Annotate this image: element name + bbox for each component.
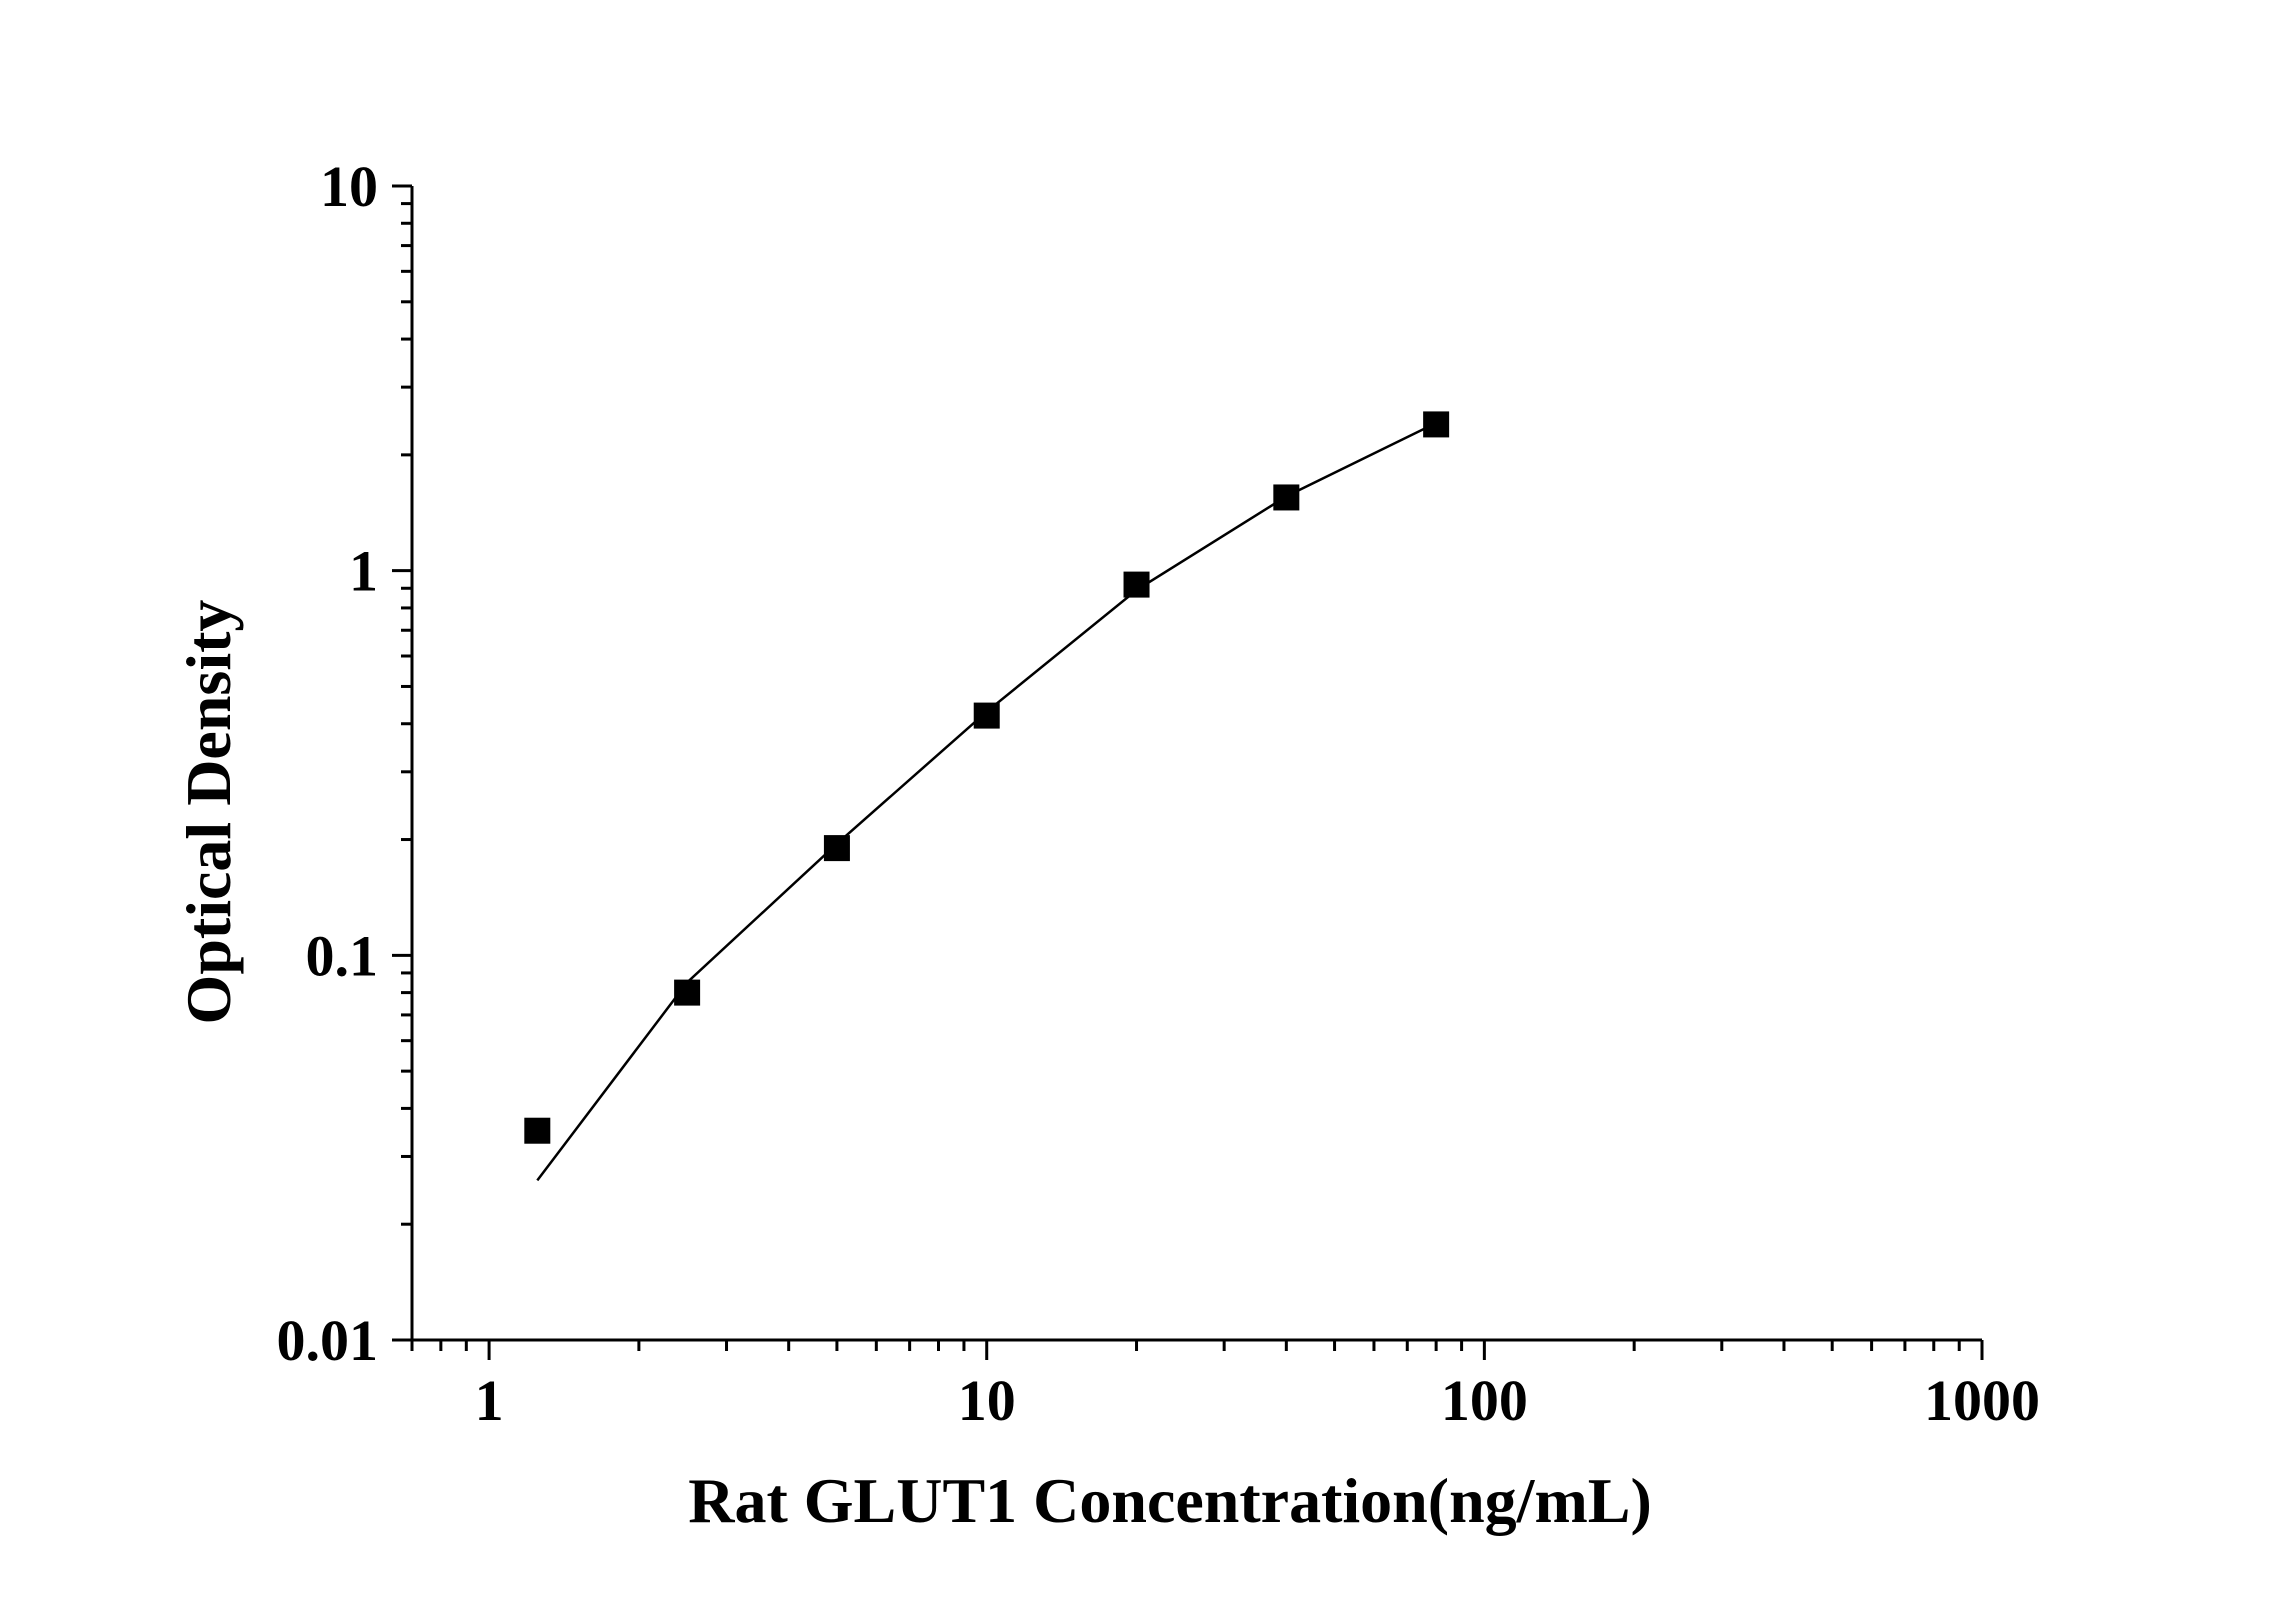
y-tick-label: 1 <box>349 539 378 604</box>
x-tick-label: 1 <box>475 1368 504 1433</box>
data-point-marker <box>674 979 701 1006</box>
x-tick-label: 100 <box>1441 1368 1528 1433</box>
data-point-marker <box>1273 484 1300 511</box>
data-point-marker <box>1123 571 1150 598</box>
y-tick-label: 0.01 <box>277 1308 379 1373</box>
data-point-marker <box>1423 411 1450 438</box>
data-point-marker <box>973 702 1000 729</box>
y-axis-ticks: 0.01 0.1 1 10 <box>277 154 412 1373</box>
y-tick-label: 10 <box>320 154 378 219</box>
fit-curve-layer <box>536 421 1437 1182</box>
y-tick-label: 0.1 <box>306 923 379 988</box>
axes <box>410 186 1982 1342</box>
x-axis-ticks: 1 10 100 1000 <box>410 1340 2040 1433</box>
x-tick-label: 1000 <box>1924 1368 2040 1433</box>
data-point-marker <box>823 835 850 862</box>
data-point-marker <box>524 1117 551 1144</box>
fit-curve <box>536 421 1437 1182</box>
x-tick-label: 10 <box>958 1368 1016 1433</box>
x-axis-title: Rat GLUT1 Concentration(ng/mL) <box>688 1465 1652 1536</box>
y-axis-title: Optical Density <box>173 600 244 1025</box>
data-points-layer <box>524 411 1450 1144</box>
